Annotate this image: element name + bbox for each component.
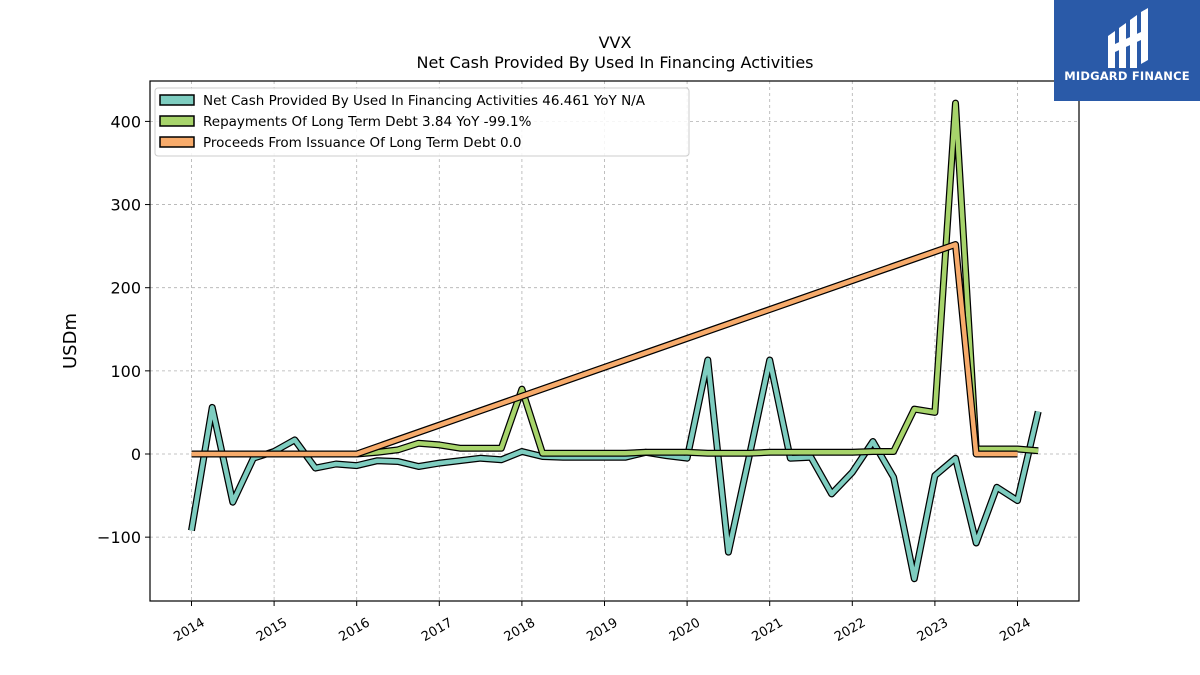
x-tick-label: 2022 bbox=[832, 615, 868, 645]
y-tick-label: 100 bbox=[110, 362, 141, 381]
midgard-logo-mark-icon bbox=[1108, 8, 1148, 68]
y-tick-label: −100 bbox=[97, 528, 141, 547]
x-tick-label: 2023 bbox=[915, 615, 951, 645]
x-tick-label: 2018 bbox=[502, 615, 538, 645]
legend-swatch bbox=[159, 94, 195, 106]
legend-box bbox=[154, 87, 690, 157]
chart-subtitle: Net Cash Provided By Used In Financing A… bbox=[416, 53, 813, 72]
legend-label: Repayments Of Long Term Debt 3.84 YoY -9… bbox=[203, 114, 532, 130]
series-lines bbox=[188, 99, 1042, 583]
x-tick-label: 2024 bbox=[997, 615, 1033, 645]
x-tick-label: 2019 bbox=[584, 615, 620, 645]
x-tick-label: 2021 bbox=[750, 615, 786, 645]
legend-swatch bbox=[159, 115, 195, 127]
grid bbox=[150, 81, 1079, 601]
series-1 bbox=[188, 356, 1042, 583]
plot-frame bbox=[149, 80, 1080, 602]
series-3 bbox=[191, 241, 1018, 458]
x-tick-label: 2020 bbox=[667, 615, 703, 645]
series-line bbox=[189, 357, 1041, 581]
legend-label: Net Cash Provided By Used In Financing A… bbox=[203, 93, 646, 109]
y-tick-label: 400 bbox=[110, 112, 141, 131]
series-2 bbox=[191, 99, 1039, 458]
series-line bbox=[191, 100, 1039, 457]
x-tick-label: 2016 bbox=[337, 615, 373, 645]
x-tick-label: 2014 bbox=[171, 615, 207, 645]
y-axis-label: USDm bbox=[60, 313, 81, 369]
legend: Net Cash Provided By Used In Financing A… bbox=[154, 87, 690, 157]
brand-name: MIDGARD FINANCE bbox=[1064, 69, 1190, 83]
x-tick-label: 2017 bbox=[419, 615, 455, 645]
midgard-finance-logo: MIDGARD FINANCE bbox=[1054, 0, 1200, 101]
legend-label: Proceeds From Issuance Of Long Term Debt… bbox=[203, 135, 522, 151]
x-tick-label: 2015 bbox=[254, 615, 290, 645]
series-line bbox=[191, 242, 1018, 457]
legend-swatch bbox=[159, 136, 195, 148]
y-tick-label: 0 bbox=[131, 445, 141, 464]
chart-title: VVX bbox=[599, 33, 632, 52]
y-tick-label: 200 bbox=[110, 279, 141, 298]
y-tick-label: 300 bbox=[110, 196, 141, 215]
